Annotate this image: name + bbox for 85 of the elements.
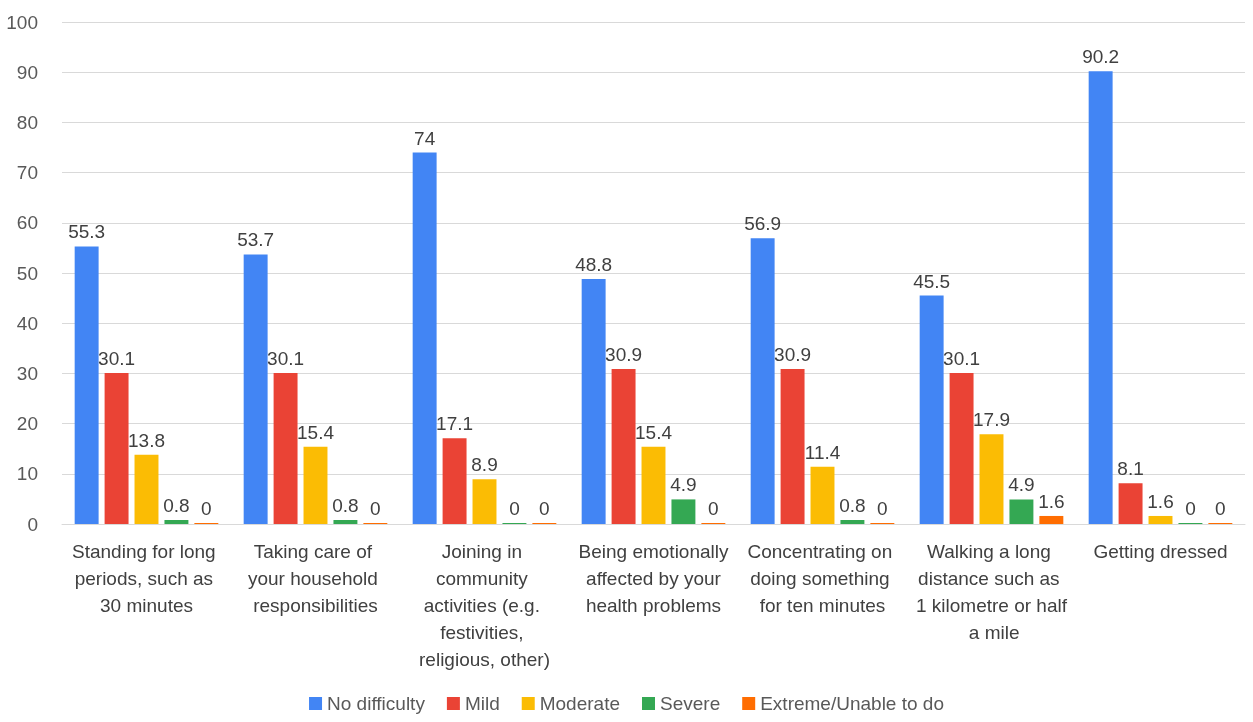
bar: [1088, 71, 1113, 524]
bar: [412, 152, 437, 524]
data-label: 56.9: [744, 213, 782, 235]
data-label: 17.1: [436, 413, 474, 435]
bar: [74, 246, 99, 524]
legend-label: No difficulty: [327, 693, 426, 714]
y-tick-label: 100: [6, 11, 38, 33]
bar: [1009, 499, 1034, 524]
data-label: 17.9: [973, 409, 1010, 431]
bar: [750, 238, 775, 524]
bar: [949, 372, 974, 524]
y-tick-label: 40: [16, 312, 38, 334]
data-label: 0.8: [839, 494, 866, 516]
bar: [919, 295, 944, 524]
data-label: 15.4: [635, 421, 673, 443]
bar: [472, 479, 497, 524]
data-label: 45.5: [913, 270, 951, 292]
bar: [810, 466, 835, 524]
legend-label: Mild: [464, 693, 500, 714]
data-label: 30.1: [943, 347, 981, 369]
bar: [303, 446, 328, 524]
bar: [979, 434, 1004, 524]
bar: [581, 279, 606, 524]
data-label: 0.8: [163, 494, 190, 516]
data-label: 0: [509, 498, 520, 519]
x-tick-label: Getting dressed: [1093, 541, 1228, 562]
bar: [104, 372, 129, 524]
data-label: 30.9: [774, 343, 812, 365]
data-label: 11.4: [804, 441, 841, 463]
data-label: 53.7: [237, 229, 275, 251]
data-label: 0: [370, 498, 381, 519]
data-label: 8.1: [1117, 458, 1144, 480]
y-tick-label: 0: [27, 513, 38, 535]
bar: [442, 438, 467, 524]
y-tick-label: 80: [16, 111, 38, 133]
y-tick-label: 50: [16, 262, 38, 284]
y-tick-label: 30: [16, 362, 38, 384]
data-label: 0: [877, 498, 888, 519]
bar: [273, 372, 298, 524]
bar: [1118, 483, 1143, 524]
data-label: 74: [414, 127, 436, 149]
data-label: 90.2: [1082, 46, 1120, 68]
data-label: 30.1: [98, 347, 136, 369]
x-tick-label: Concentrating on doing something for ten minutes: [747, 541, 898, 616]
data-label: 4.9: [1008, 474, 1035, 496]
data-label: 13.8: [128, 429, 165, 451]
legend-label: Extreme/Unable to do: [760, 693, 944, 714]
data-label: 0: [1185, 498, 1196, 519]
x-tick-label: Taking care of your household responsibilities: [247, 541, 384, 616]
y-tick-label: 10: [16, 463, 38, 485]
bar: [641, 446, 666, 524]
data-label: 4.9: [670, 474, 697, 496]
data-label: 30.1: [267, 347, 305, 369]
bar: [1148, 515, 1173, 524]
data-label: 0: [201, 498, 212, 519]
bar: [1039, 515, 1064, 524]
y-tick-label: 60: [16, 212, 38, 234]
data-label: 0: [539, 498, 550, 519]
x-tick-label: Standing for long periods, such as 30 minutes: [72, 541, 221, 616]
data-label: 0.8: [332, 494, 359, 516]
bar: [164, 519, 189, 524]
y-tick-label: 20: [16, 413, 38, 435]
y-tick-label: 90: [16, 61, 38, 83]
bar: [780, 368, 805, 524]
data-label: 0: [708, 498, 719, 519]
bar: [134, 454, 159, 524]
bar: [611, 368, 636, 524]
data-label: 0: [1215, 498, 1226, 519]
legend-label: Moderate: [539, 693, 621, 714]
bar: [333, 519, 358, 524]
x-tick-label: Walking a long distance such as 1 kilometre or half a mile: [915, 541, 1068, 643]
data-label: 48.8: [575, 254, 613, 276]
data-label: 55.3: [68, 221, 106, 243]
x-tick-label: Joining in community activities (e.g. festivities, religious, other): [419, 541, 550, 670]
bar: [243, 254, 268, 524]
data-label: 1.6: [1038, 490, 1065, 512]
y-tick-label: 70: [16, 162, 38, 184]
legend-label: Severe: [660, 693, 721, 714]
bar: [840, 519, 865, 524]
data-label: 1.6: [1147, 490, 1174, 512]
data-label: 30.9: [605, 343, 643, 365]
x-tick-label: Being emotionally affected by your health problems: [578, 541, 729, 616]
data-label: 8.9: [471, 454, 498, 476]
bar: [671, 499, 696, 524]
data-label: 15.4: [297, 421, 335, 443]
